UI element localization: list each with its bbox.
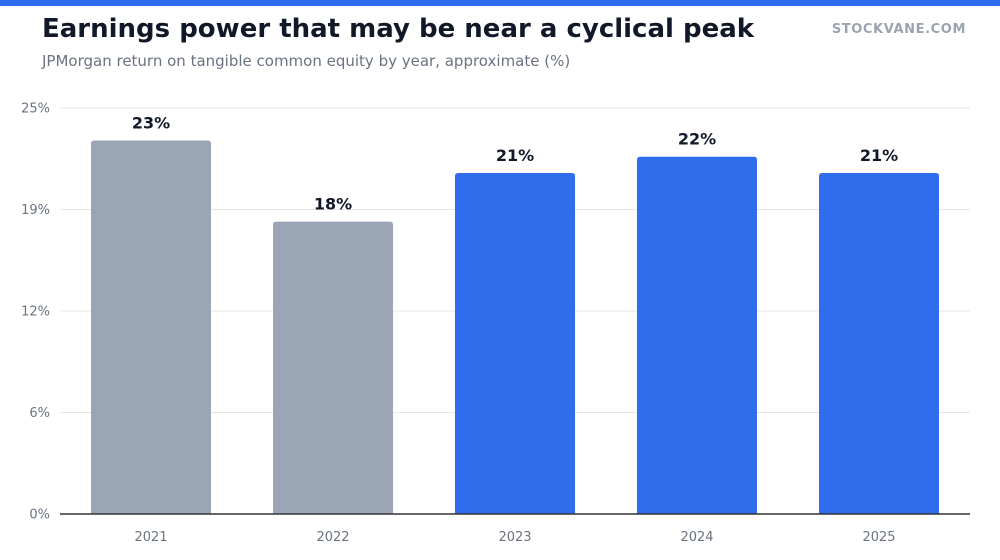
top-accent-bar <box>0 0 1000 6</box>
x-tick-label: 2024 <box>680 530 713 545</box>
data-labels: 23% 18% 21% 22% 21% <box>132 113 898 213</box>
bar-value-label: 18% <box>314 195 352 214</box>
bar <box>819 172 939 514</box>
y-tick-label: 19% <box>21 203 50 218</box>
bar <box>455 172 575 514</box>
bar-value-label: 21% <box>496 146 534 165</box>
x-tick-label: 2023 <box>498 530 531 545</box>
x-tick-label: 2022 <box>316 530 349 545</box>
chart-subtitle: JPMorgan return on tangible common equit… <box>42 52 571 70</box>
bar <box>273 221 393 514</box>
bar-value-label: 23% <box>132 113 170 132</box>
bar-value-label: 22% <box>678 130 716 149</box>
bar <box>637 156 757 514</box>
y-tick-label: 25% <box>21 102 50 117</box>
x-tick-label: 2021 <box>134 530 167 545</box>
y-tick-label: 6% <box>29 406 50 421</box>
y-tick-label: 12% <box>21 305 50 320</box>
x-axis-ticks: 2021 2022 2023 2024 2025 <box>134 530 895 545</box>
y-axis-ticks: 0% 6% 12% 19% 25% <box>21 102 50 523</box>
bar-value-label: 21% <box>860 146 898 165</box>
y-tick-label: 0% <box>29 508 50 523</box>
bars <box>91 140 939 515</box>
x-tick-label: 2025 <box>862 530 895 545</box>
bar <box>91 140 211 515</box>
brand-logo-text: STOCKVANE.COM <box>831 22 966 37</box>
chart-title: Earnings power that may be near a cyclic… <box>42 14 755 44</box>
